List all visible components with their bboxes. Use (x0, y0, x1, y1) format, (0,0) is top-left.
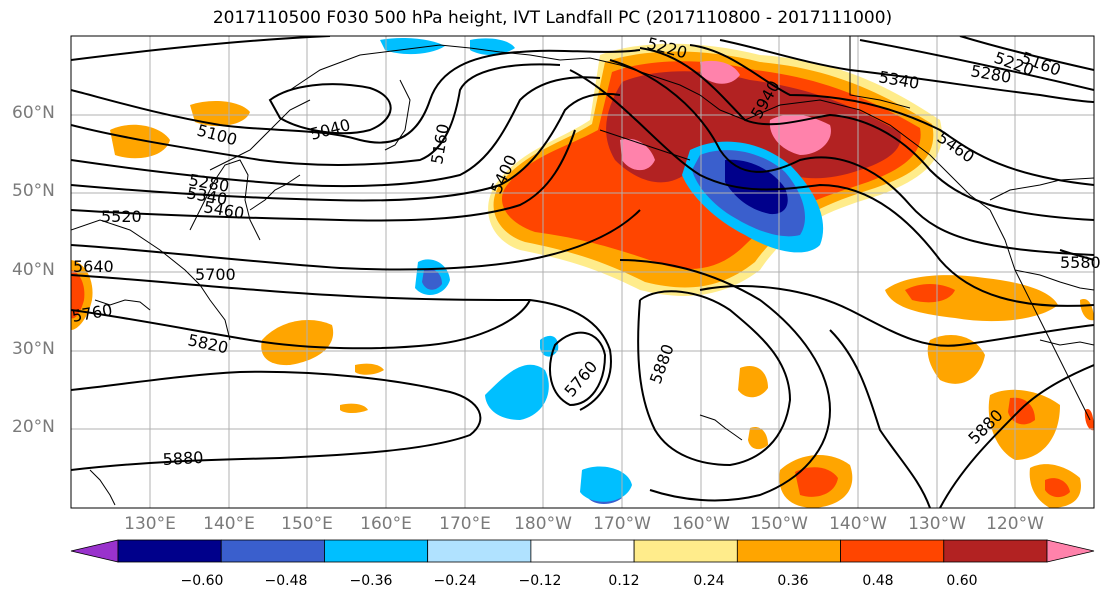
lat-label: 30°N (12, 339, 55, 359)
contour-label: 5520 (101, 207, 142, 226)
contour-label: 5700 (195, 265, 236, 284)
lon-label: 150°E (281, 514, 333, 534)
colorbar-segment (117, 539, 222, 563)
colorbar-tick-label: 0.12 (608, 573, 640, 589)
contour-label: 5880 (162, 448, 204, 469)
colorbar-segment (736, 539, 841, 563)
colorbar-tick-label: 0.48 (862, 573, 894, 589)
lon-label: 160°W (672, 514, 730, 534)
colorbar-tick-label: 0.24 (693, 573, 725, 589)
colorbar-tick-label: −0.60 (180, 573, 224, 589)
lon-label: 170°W (593, 514, 651, 534)
colorbar-extend-min (70, 539, 119, 563)
lon-label: 160°E (360, 514, 412, 534)
map-frame (70, 35, 1095, 509)
colorbar-tick-label: 0.60 (946, 573, 978, 589)
colorbar-tick-label: −0.36 (349, 573, 393, 589)
height-contours (71, 36, 1094, 508)
lon-label: 140°W (829, 514, 887, 534)
contour-label: 5580 (1060, 253, 1101, 272)
ivt-shading (71, 38, 1094, 508)
colorbar-tick-label: −0.12 (518, 573, 562, 589)
contour-label: 5640 (73, 257, 114, 276)
lat-label: 20°N (12, 417, 55, 437)
lat-label: 50°N (12, 181, 55, 201)
colorbar-segment (324, 539, 429, 563)
lon-label: 180°W (514, 514, 572, 534)
lon-label: 170°E (439, 514, 491, 534)
colorbar-tick-label: −0.24 (433, 573, 477, 589)
colorbar-segment (943, 539, 1048, 563)
colorbar-segment (220, 539, 325, 563)
lon-label: 130°E (124, 514, 176, 534)
coastlines (71, 36, 1094, 506)
colorbar-tick-label: −0.48 (264, 573, 308, 589)
lat-label: 40°N (12, 260, 55, 280)
colorbar-segment (530, 539, 635, 563)
colorbar (70, 539, 1095, 563)
colorbar-segment (427, 539, 532, 563)
colorbar-segment (633, 539, 738, 563)
lon-label: 130°W (908, 514, 966, 534)
colorbar-segment (840, 539, 945, 563)
lon-label: 120°W (986, 514, 1044, 534)
graticule (71, 36, 1094, 508)
map-title: 2017110500 F030 500 hPa height, IVT Land… (212, 8, 893, 28)
colorbar-tick-label: 0.36 (777, 573, 809, 589)
lon-label: 140°E (203, 514, 255, 534)
colorbar-extend-max (1046, 539, 1095, 563)
lat-label: 60°N (12, 103, 55, 123)
lon-label: 150°W (750, 514, 808, 534)
